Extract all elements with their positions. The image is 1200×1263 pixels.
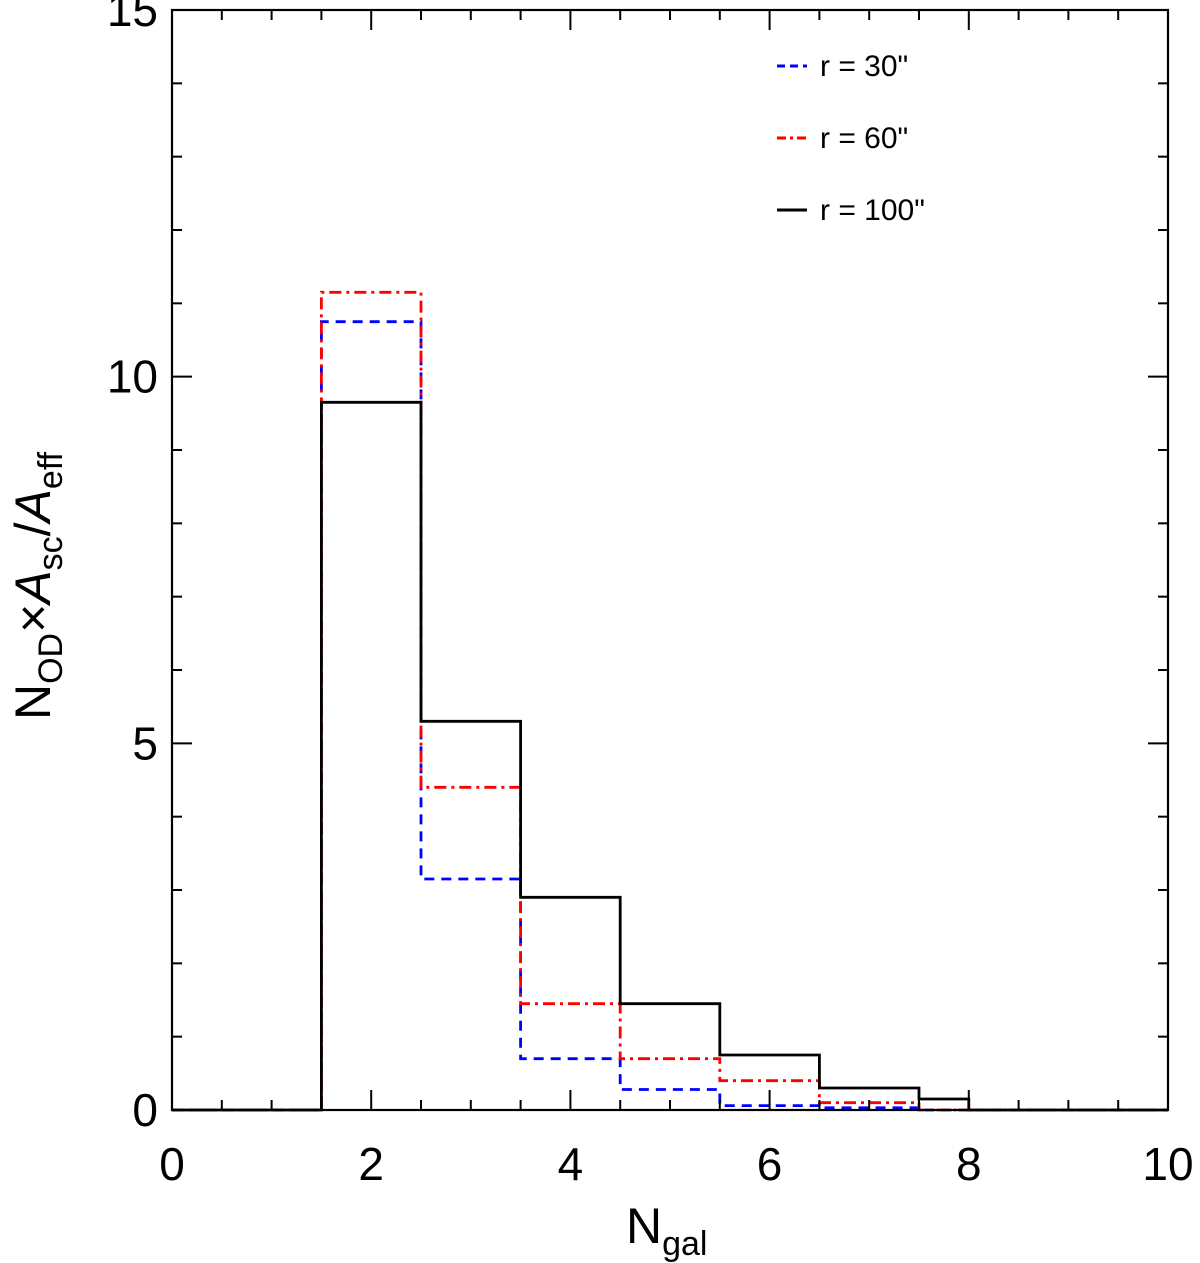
x-tick-label: 2 (358, 1138, 384, 1190)
y-axis-title-a1: A (5, 570, 61, 606)
y-tick-label: 5 (132, 717, 158, 769)
x-axis-title: Ngal (626, 1198, 707, 1263)
y-tick-label: 10 (107, 351, 158, 403)
legend-label-2: r = 100" (820, 194, 925, 227)
x-tick-label: 4 (558, 1138, 584, 1190)
series-line-2 (172, 400, 1168, 1112)
y-tick-label: 0 (132, 1084, 158, 1136)
y-tick-labels: 0 5 10 15 (107, 0, 158, 1136)
y-axis-title-a2: A (5, 489, 61, 525)
y-axis-title-n: N (5, 684, 61, 720)
y-axis-title-times: × (5, 604, 61, 633)
y-axis-title-a2-sub: eff (32, 451, 70, 489)
plot-frame (170, 8, 1170, 1112)
x-tick-label: 10 (1142, 1138, 1193, 1190)
legend: r = 30" r = 60" r = 100" (777, 50, 925, 227)
x-tick-label: 8 (956, 1138, 982, 1190)
legend-label-1: r = 60" (820, 122, 908, 155)
legend-label-0: r = 30" (820, 50, 908, 83)
y-axis-title-a1-sub: sc (32, 536, 70, 570)
x-axis-title-sub: gal (662, 1225, 707, 1263)
x-tick-label: 6 (757, 1138, 783, 1190)
series-layer (172, 290, 1168, 1112)
y-axis-title-n-sub: OD (32, 633, 70, 684)
x-tick-labels: 0 2 4 6 8 10 (159, 1138, 1193, 1190)
y-tick-label: 15 (107, 0, 158, 36)
y-axis-title-slash: / (5, 522, 61, 536)
x-axis-title-main: N (626, 1198, 662, 1254)
x-tick-label: 0 (159, 1138, 185, 1190)
y-axis-title: NOD×Asc/Aeff (5, 451, 70, 720)
